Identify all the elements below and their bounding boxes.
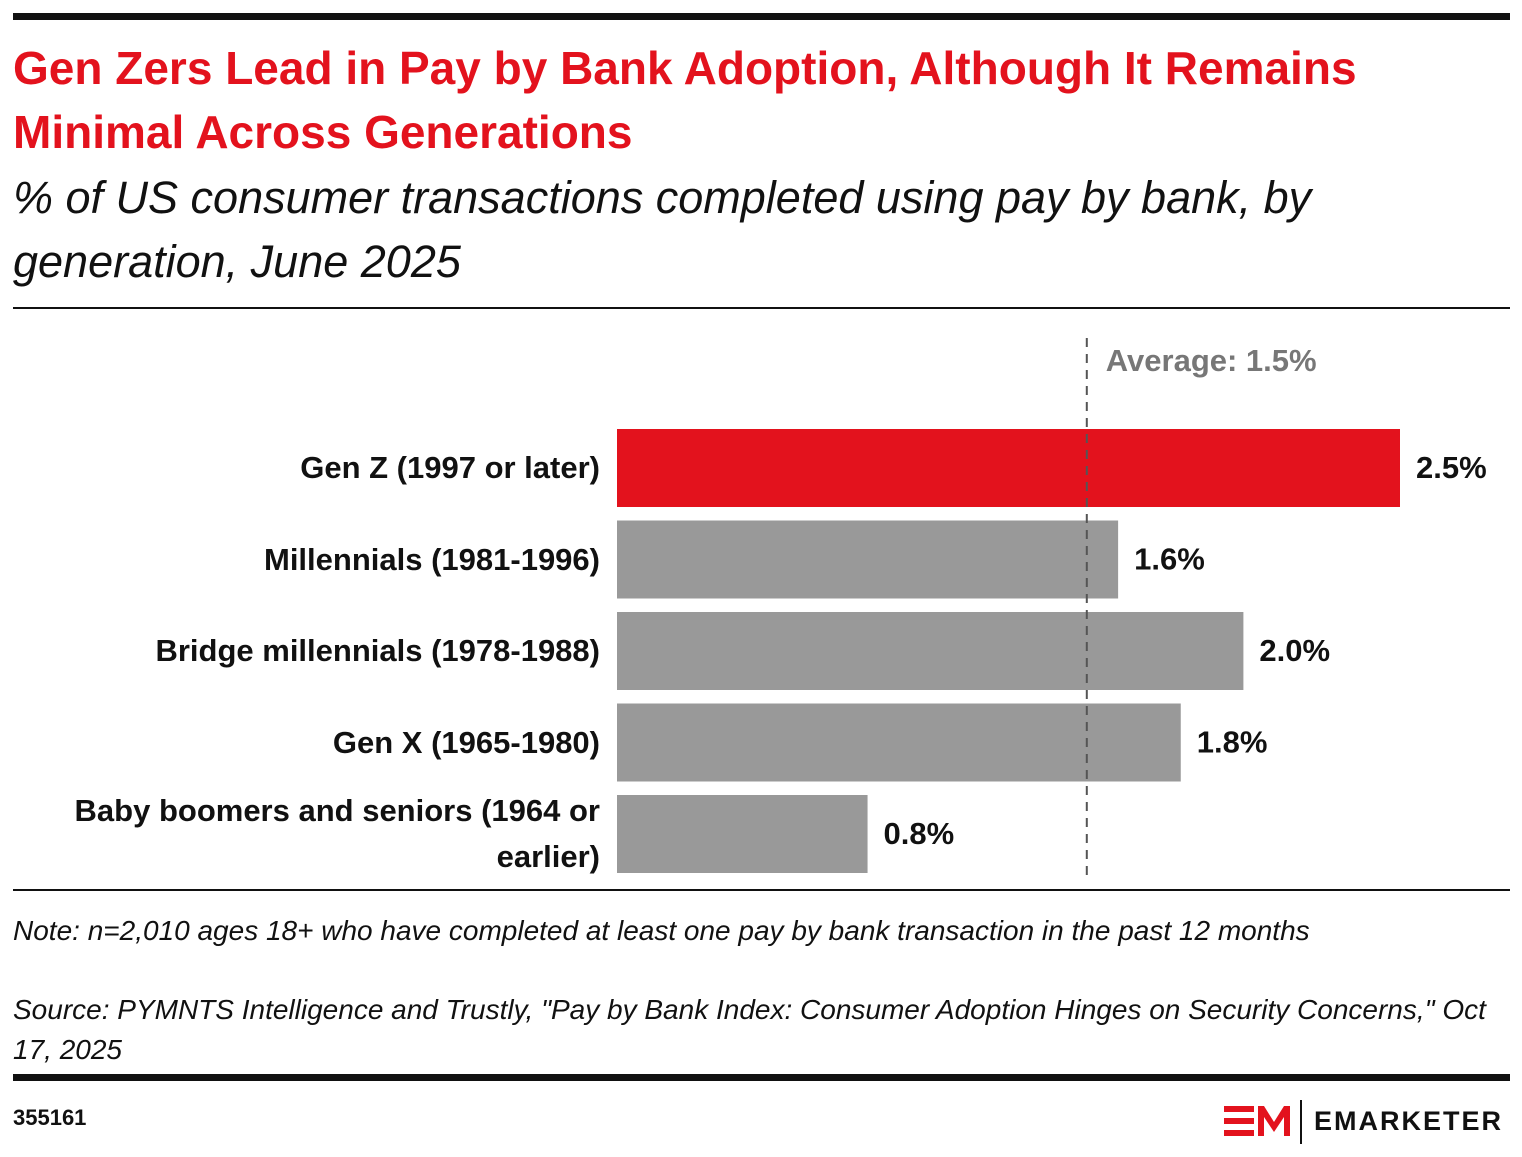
bar: [617, 612, 1244, 690]
value-label: 1.8%: [1197, 725, 1268, 760]
category-label: Baby boomers and seniors (1964 or earlie…: [74, 793, 600, 874]
category-label: Gen Z (1997 or later): [300, 450, 600, 485]
category-label: Millennials (1981-1996): [264, 541, 600, 577]
value-label: 2.5%: [1416, 450, 1487, 485]
source: Source: PYMNTS Intelligence and Trustly,…: [13, 994, 1486, 1065]
note: Note: n=2,010 ages 18+ who have complete…: [13, 915, 1310, 946]
rule: [13, 307, 1510, 309]
top-rule: [13, 13, 1510, 20]
chart-title: Gen Zers Lead in Pay by Bank Adoption, A…: [13, 42, 1357, 158]
logo: EMARKETER: [1314, 1106, 1504, 1136]
bottom-rule: [13, 1074, 1510, 1081]
bar: [617, 429, 1400, 507]
value-label: 0.8%: [884, 816, 955, 851]
chart-id: 355161: [13, 1105, 87, 1130]
bar: [617, 520, 1119, 599]
bar: [617, 703, 1181, 782]
average-label: Average: 1.5%: [1106, 343, 1317, 378]
category-label: Gen X (1965-1980): [332, 724, 600, 760]
bar: [617, 795, 868, 873]
logo-icon: [1224, 1100, 1302, 1144]
category-label: Bridge millennials (1978-1988): [155, 633, 600, 668]
chart-subtitle: % of US consumer transactions completed …: [13, 172, 1312, 287]
rule: [13, 889, 1510, 891]
value-label: 2.0%: [1259, 633, 1330, 668]
value-label: 1.6%: [1134, 542, 1205, 577]
